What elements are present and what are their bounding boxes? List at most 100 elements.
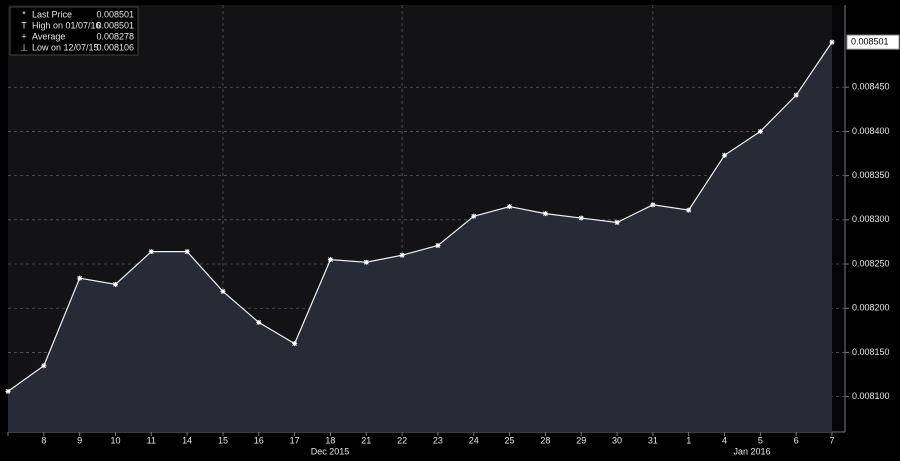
- x-tick-label: 8: [41, 435, 46, 445]
- price-line: [7, 41, 833, 392]
- x-tick-label: 17: [290, 435, 300, 445]
- legend-symbol: +: [21, 31, 26, 41]
- x-tick-label: 23: [433, 435, 443, 445]
- point-marker: [793, 92, 799, 98]
- point-marker: [5, 388, 11, 394]
- y-tick-label: 0.008350: [852, 170, 890, 180]
- point-star: [793, 92, 799, 98]
- point-star: [578, 215, 584, 221]
- x-tick-label: 21: [361, 435, 371, 445]
- x-tick-label: 31: [648, 435, 658, 445]
- point-star: [256, 319, 262, 325]
- future-strip: [832, 5, 845, 432]
- point-marker: [471, 213, 477, 219]
- point-marker: [292, 341, 298, 347]
- point-marker: [578, 215, 584, 221]
- x-tick-label: 15: [218, 435, 228, 445]
- point-star: [41, 363, 47, 369]
- x-tick-label: 11: [147, 435, 156, 445]
- x-group-label: Dec 2015: [311, 446, 350, 456]
- point-marker: [77, 275, 83, 281]
- point-star: [363, 259, 369, 265]
- y-tick-label: 0.008100: [852, 391, 890, 401]
- legend-value: 0.008501: [96, 20, 134, 30]
- x-tick-label: 7: [829, 435, 834, 445]
- legend-value: 0.008106: [96, 42, 134, 52]
- x-tick-label: 30: [612, 435, 622, 445]
- point-marker: [686, 207, 692, 213]
- point-star: [220, 288, 226, 294]
- x-tick-label: 5: [758, 435, 763, 445]
- y-tick-label: 0.008400: [852, 126, 890, 136]
- point-star: [650, 202, 656, 208]
- legend-value: 0.008278: [96, 31, 134, 41]
- y-tick-label: 0.008450: [852, 82, 890, 92]
- x-tick-label: 24: [469, 435, 479, 445]
- point-marker: [829, 39, 835, 45]
- x-tick-label: 22: [397, 435, 407, 445]
- point-star: [327, 257, 333, 263]
- point-marker: [184, 249, 190, 255]
- point-marker: [363, 259, 369, 265]
- x-tick-label: 25: [505, 435, 515, 445]
- point-star: [686, 207, 692, 213]
- point-marker: [41, 363, 47, 369]
- y-tick-label: 0.008200: [852, 303, 890, 313]
- point-marker: [542, 211, 548, 217]
- x-tick-label: 14: [182, 435, 192, 445]
- area: [8, 42, 832, 433]
- point-star: [77, 275, 83, 281]
- point-marker: [722, 152, 728, 158]
- point-marker: [148, 249, 154, 255]
- point-marker: [256, 319, 262, 325]
- point-star: [399, 252, 405, 258]
- x-tick-label: 1: [686, 435, 691, 445]
- y-tick-label: 0.008300: [852, 214, 890, 224]
- point-star: [757, 128, 763, 134]
- x-tick-label: 18: [325, 435, 335, 445]
- y-tick-label: 0.008150: [852, 347, 890, 357]
- x-tick-label: 9: [77, 435, 82, 445]
- point-star: [471, 213, 477, 219]
- legend-name: High on 01/07/16: [32, 20, 101, 30]
- legend-symbol: *: [22, 9, 26, 19]
- point-marker: [507, 204, 513, 210]
- point-star: [614, 219, 620, 225]
- x-tick-label: 16: [254, 435, 264, 445]
- last-price-label: 0.008501: [851, 37, 889, 47]
- x-group-label: Jan 2016: [733, 446, 770, 456]
- point-star: [112, 281, 118, 287]
- point-star: [542, 211, 548, 217]
- point-star: [722, 152, 728, 158]
- x-tick-label: 29: [576, 435, 586, 445]
- legend-value: 0.008501: [96, 9, 134, 19]
- point-star: [507, 204, 513, 210]
- legend-name: Low on 12/07/15: [32, 42, 99, 52]
- point-star: [148, 249, 154, 255]
- x-tick-label: 28: [540, 435, 550, 445]
- point-star: [435, 242, 441, 248]
- y-tick-label: 0.008250: [852, 258, 890, 268]
- point-marker: [327, 257, 333, 263]
- point-marker: [220, 288, 226, 294]
- last-price-tag: [846, 34, 900, 50]
- x-tick-label: 6: [794, 435, 799, 445]
- point-marker: [650, 202, 656, 208]
- legend-name: Last Price: [32, 9, 72, 19]
- legend-symbol: ⊥: [20, 42, 28, 52]
- x-tick-label: 4: [722, 435, 727, 445]
- point-marker: [757, 128, 763, 134]
- legend-symbol: T: [21, 20, 27, 30]
- legend-box: [9, 6, 139, 56]
- point-marker: [399, 252, 405, 258]
- point-star: [5, 388, 11, 394]
- point-star: [292, 341, 298, 347]
- point-marker: [112, 281, 118, 287]
- legend-name: Average: [32, 31, 65, 41]
- point-marker: [614, 219, 620, 225]
- point-star: [184, 249, 190, 255]
- point-marker: [435, 242, 441, 248]
- x-tick-label: 10: [110, 435, 120, 445]
- point-star: [829, 39, 835, 45]
